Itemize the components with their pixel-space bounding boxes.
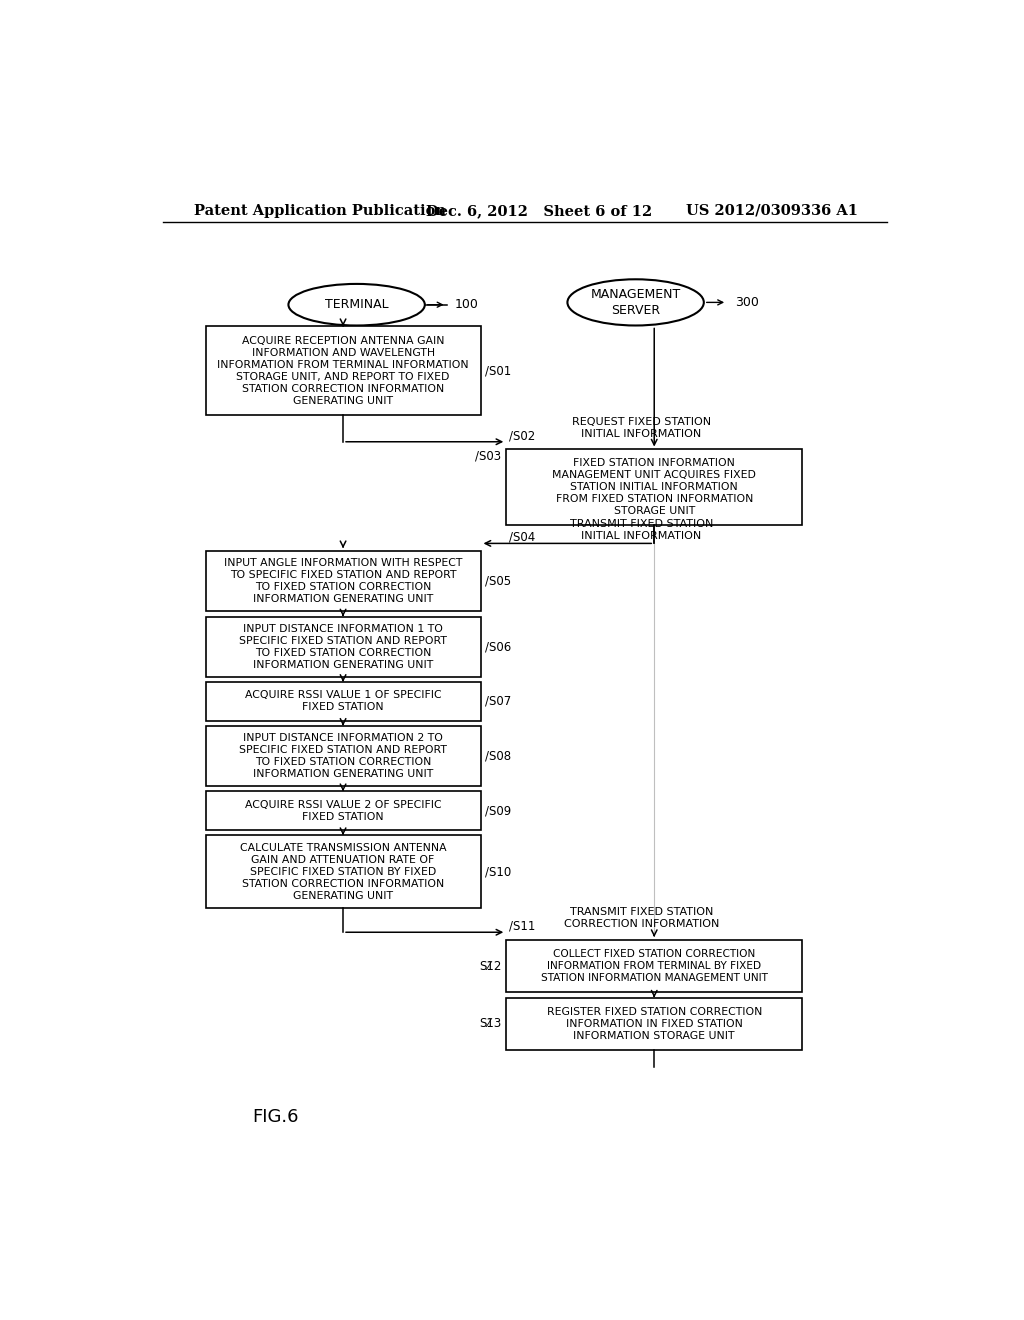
Text: /S02: /S02 — [509, 429, 536, 442]
Text: INPUT ANGLE INFORMATION WITH RESPECT
TO SPECIFIC FIXED STATION AND REPORT
TO FIX: INPUT ANGLE INFORMATION WITH RESPECT TO … — [224, 558, 462, 605]
Bar — [506, 449, 802, 525]
Bar — [206, 616, 480, 677]
Bar — [206, 682, 480, 721]
Text: 300: 300 — [735, 296, 759, 309]
Text: /S10: /S10 — [485, 866, 512, 878]
Text: /S01: /S01 — [485, 364, 512, 378]
Text: CALCULATE TRANSMISSION ANTENNA
GAIN AND ATTENUATION RATE OF
SPECIFIC FIXED STATI: CALCULATE TRANSMISSION ANTENNA GAIN AND … — [240, 842, 446, 900]
Text: INPUT DISTANCE INFORMATION 1 TO
SPECIFIC FIXED STATION AND REPORT
TO FIXED STATI: INPUT DISTANCE INFORMATION 1 TO SPECIFIC… — [240, 623, 447, 669]
Text: Patent Application Publication: Patent Application Publication — [194, 203, 445, 218]
Text: FIXED STATION INFORMATION
MANAGEMENT UNIT ACQUIRES FIXED
STATION INITIAL INFORMA: FIXED STATION INFORMATION MANAGEMENT UNI… — [552, 458, 756, 516]
Text: REQUEST FIXED STATION
INITIAL INFORMATION: REQUEST FIXED STATION INITIAL INFORMATIO… — [571, 417, 711, 438]
Bar — [206, 552, 480, 611]
Text: ACQUIRE RECEPTION ANTENNA GAIN
INFORMATION AND WAVELENGTH
INFORMATION FROM TERMI: ACQUIRE RECEPTION ANTENNA GAIN INFORMATI… — [217, 335, 469, 405]
Text: ⁄: ⁄ — [487, 1018, 489, 1031]
Text: /S09: /S09 — [485, 804, 512, 817]
Bar — [206, 326, 480, 414]
Text: FIG.6: FIG.6 — [252, 1107, 299, 1126]
Text: /S08: /S08 — [485, 750, 511, 763]
Text: 100: 100 — [455, 298, 478, 312]
Bar — [206, 726, 480, 785]
Text: S12: S12 — [479, 960, 502, 973]
Text: ACQUIRE RSSI VALUE 1 OF SPECIFIC
FIXED STATION: ACQUIRE RSSI VALUE 1 OF SPECIFIC FIXED S… — [245, 690, 441, 713]
Bar — [506, 940, 802, 993]
Text: /S04: /S04 — [509, 531, 536, 544]
Text: ACQUIRE RSSI VALUE 2 OF SPECIFIC
FIXED STATION: ACQUIRE RSSI VALUE 2 OF SPECIFIC FIXED S… — [245, 800, 441, 821]
Text: TERMINAL: TERMINAL — [325, 298, 388, 312]
Text: INPUT DISTANCE INFORMATION 2 TO
SPECIFIC FIXED STATION AND REPORT
TO FIXED STATI: INPUT DISTANCE INFORMATION 2 TO SPECIFIC… — [240, 733, 447, 779]
Text: S13: S13 — [479, 1018, 502, 1031]
Bar — [206, 836, 480, 908]
Text: REGISTER FIXED STATION CORRECTION
INFORMATION IN FIXED STATION
INFORMATION STORA: REGISTER FIXED STATION CORRECTION INFORM… — [547, 1007, 762, 1041]
Text: US 2012/0309336 A1: US 2012/0309336 A1 — [686, 203, 858, 218]
Text: COLLECT FIXED STATION CORRECTION
INFORMATION FROM TERMINAL BY FIXED
STATION INFO: COLLECT FIXED STATION CORRECTION INFORMA… — [541, 949, 768, 983]
Text: ⁄: ⁄ — [487, 960, 489, 973]
Text: TRANSMIT FIXED STATION
INITIAL INFORMATION: TRANSMIT FIXED STATION INITIAL INFORMATI… — [569, 519, 713, 541]
Text: /S05: /S05 — [485, 574, 511, 587]
Bar — [506, 998, 802, 1051]
Ellipse shape — [289, 284, 425, 326]
Text: /S06: /S06 — [485, 640, 512, 653]
Text: TRANSMIT FIXED STATION
CORRECTION INFORMATION: TRANSMIT FIXED STATION CORRECTION INFORM… — [564, 907, 719, 929]
Ellipse shape — [567, 280, 703, 326]
Text: MANAGEMENT
SERVER: MANAGEMENT SERVER — [591, 288, 681, 317]
Text: /S07: /S07 — [485, 694, 512, 708]
Text: /S03: /S03 — [475, 449, 502, 462]
Bar — [206, 792, 480, 830]
Text: Dec. 6, 2012   Sheet 6 of 12: Dec. 6, 2012 Sheet 6 of 12 — [426, 203, 652, 218]
Text: /S11: /S11 — [509, 920, 536, 933]
